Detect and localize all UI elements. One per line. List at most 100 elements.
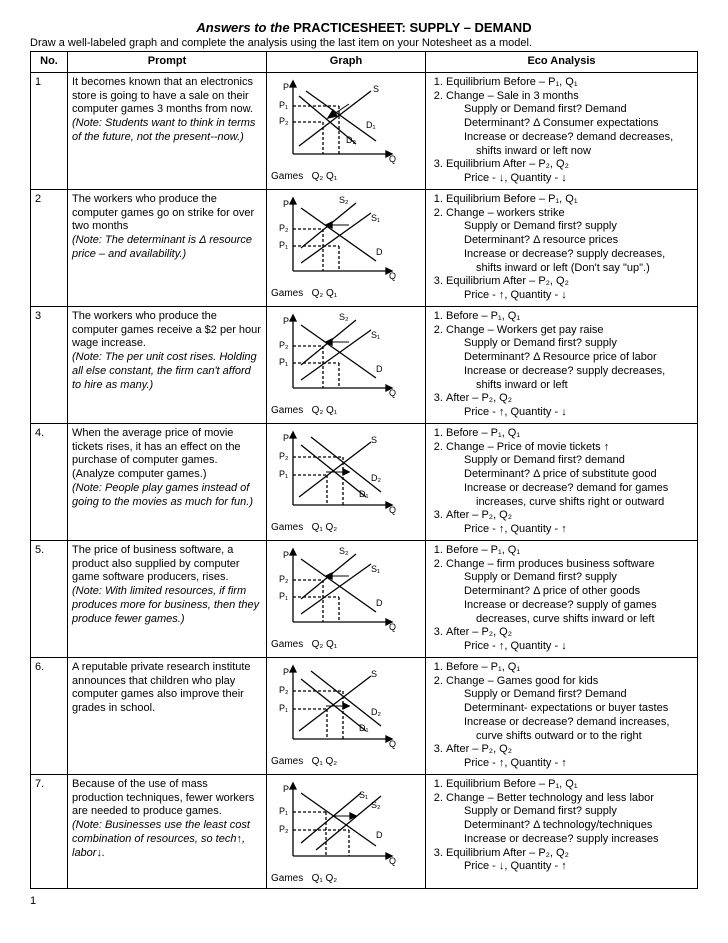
eco-cell: Equilibrium Before – P₁, Q₁Change – Bett… xyxy=(426,774,698,889)
eco-line: Before – P₁, Q₁ xyxy=(446,310,693,324)
svg-text:D₁: D₁ xyxy=(359,489,369,499)
eco-sub: shifts inward or left (Don't say "up".) xyxy=(446,262,693,276)
table-row: 2The workers who produce the computer ga… xyxy=(31,189,698,306)
svg-text:S₂: S₂ xyxy=(339,312,349,322)
svg-text:P: P xyxy=(283,550,289,560)
eco-cell: Equilibrium Before – P₁, Q₁Change – Sale… xyxy=(426,72,698,189)
svg-text:D: D xyxy=(376,598,383,608)
eco-cell: Before – P₁, Q₁Change – Price of movie t… xyxy=(426,423,698,540)
svg-text:S: S xyxy=(373,84,379,94)
graph-xlabel: Games Q₂ Q₁ xyxy=(271,171,421,184)
eco-sub: curve shifts outward or to the right xyxy=(446,730,693,744)
svg-text:P: P xyxy=(283,82,289,92)
svg-text:S₁: S₁ xyxy=(371,213,380,223)
svg-text:D: D xyxy=(376,247,383,257)
svg-text:P₁: P₁ xyxy=(279,703,288,713)
prompt-cell: A reputable private research institute a… xyxy=(68,657,267,774)
graph-cell: P QD S₁ S₂ P₁ P₂ Games Q₁ Q₂ xyxy=(267,774,426,889)
prompt-main: Because of the use of mass production te… xyxy=(72,778,254,818)
table-row: 6.A reputable private research institute… xyxy=(31,657,698,774)
svg-text:P₁: P₁ xyxy=(279,357,288,367)
eco-line: After – P₂, Q₂Price - ↑, Quantity - ↑ xyxy=(446,509,693,537)
eco-line: Change – Games good for kidsSupply or De… xyxy=(446,675,693,744)
eco-sub: Increase or decrease? supply of games xyxy=(446,599,693,613)
svg-text:P: P xyxy=(283,784,289,794)
svg-text:D₂: D₂ xyxy=(371,707,381,717)
eco-sub: shifts inward or left now xyxy=(446,145,693,159)
eco-sub: Determinant? Δ price of substitute good xyxy=(446,468,693,482)
prompt-main: It becomes known that an electronics sto… xyxy=(72,76,253,116)
eco-sub: Increase or decrease? demand increases, xyxy=(446,716,693,730)
svg-text:P₂: P₂ xyxy=(279,685,289,695)
prompt-note: (Note: People play games instead of goin… xyxy=(72,482,253,508)
eco-sub: shifts inward or left xyxy=(446,379,693,393)
graph-xlabel: Games Q₂ Q₁ xyxy=(271,639,421,652)
svg-text:P₁: P₁ xyxy=(279,240,288,250)
eco-line: After – P₂, Q₂Price - ↑, Quantity - ↓ xyxy=(446,392,693,420)
graph-cell: P QD S₁ S₂ P₂ P₁ Games Q₂ Q₁ xyxy=(267,306,426,423)
graph-cell: P QS D₁ D₂ P₂ P₁ Games Q₁ Q₂ xyxy=(267,657,426,774)
row-number: 4. xyxy=(31,423,68,540)
row-number: 3 xyxy=(31,306,68,423)
eco-line: Equilibrium After – P₂, Q₂Price - ↓, Qua… xyxy=(446,847,693,875)
svg-text:P: P xyxy=(283,433,289,443)
title-italic: Answers to the xyxy=(196,20,289,35)
svg-text:S₁: S₁ xyxy=(371,564,380,574)
svg-text:P₂: P₂ xyxy=(279,451,289,461)
svg-text:P₂: P₂ xyxy=(279,574,289,584)
eco-line: Equilibrium After – P₂, Q₂Price - ↓, Qua… xyxy=(446,158,693,186)
svg-text:D₂: D₂ xyxy=(371,473,381,483)
eco-sub: Increase or decrease? supply decreases, xyxy=(446,248,693,262)
eco-cell: Equilibrium Before – P₁, Q₁Change – work… xyxy=(426,189,698,306)
svg-text:P: P xyxy=(283,316,289,326)
graph-xlabel: Games Q₂ Q₁ xyxy=(271,405,421,418)
eco-line: After – P₂, Q₂Price - ↑, Quantity - ↑ xyxy=(446,743,693,771)
prompt-note: (Note: With limited resources, if firm p… xyxy=(72,585,259,625)
svg-text:Q: Q xyxy=(389,622,396,632)
table-row: 1It becomes known that an electronics st… xyxy=(31,72,698,189)
svg-text:P₂: P₂ xyxy=(279,340,289,350)
graph-cell: P QS D₁ D₂ P₁ P₂ Games Q₂ Q₁ xyxy=(267,72,426,189)
header-graph: Graph xyxy=(267,52,426,73)
row-number: 7. xyxy=(31,774,68,889)
eco-sub: Price - ↑, Quantity - ↓ xyxy=(446,289,693,303)
prompt-note: (Note: Businesses use the least cost com… xyxy=(72,819,250,859)
graph-cell: P QD S₁ S₂ P₂ P₁ Games Q₂ Q₁ xyxy=(267,189,426,306)
eco-line: Equilibrium Before – P₁, Q₁ xyxy=(446,193,693,207)
eco-sub: Increase or decrease? supply increases xyxy=(446,833,693,847)
prompt-note: (Note: The per unit cost rises. Holding … xyxy=(72,351,257,391)
eco-sub: Price - ↑, Quantity - ↑ xyxy=(446,757,693,771)
eco-sub: Supply or Demand first? demand xyxy=(446,454,693,468)
eco-cell: Before – P₁, Q₁Change – Workers get pay … xyxy=(426,306,698,423)
eco-cell: Before – P₁, Q₁Change – firm produces bu… xyxy=(426,540,698,657)
prompt-cell: Because of the use of mass production te… xyxy=(68,774,267,889)
graph-xlabel: Games Q₁ Q₂ xyxy=(271,756,421,769)
svg-text:D₁: D₁ xyxy=(366,120,376,130)
row-number: 5. xyxy=(31,540,68,657)
eco-sub: Determinant? Δ price of other goods xyxy=(446,585,693,599)
svg-text:Q: Q xyxy=(389,856,396,866)
eco-sub: Supply or Demand first? supply xyxy=(446,571,693,585)
eco-sub: Determinant? Δ technology/techniques xyxy=(446,819,693,833)
title-bold: PRACTICESHEET: SUPPLY – DEMAND xyxy=(293,20,531,35)
eco-line: Before – P₁, Q₁ xyxy=(446,544,693,558)
eco-line: Change – Workers get pay raiseSupply or … xyxy=(446,324,693,393)
prompt-main: The workers who produce the computer gam… xyxy=(72,193,254,233)
svg-text:D: D xyxy=(376,830,383,840)
svg-text:P₁: P₁ xyxy=(279,591,288,601)
row-number: 1 xyxy=(31,72,68,189)
svg-text:Q: Q xyxy=(389,271,396,281)
header-eco: Eco Analysis xyxy=(426,52,698,73)
eco-sub: Price - ↑, Quantity - ↓ xyxy=(446,640,693,654)
prompt-note: (Note: Students want to think in terms o… xyxy=(72,117,255,143)
svg-text:P₂: P₂ xyxy=(279,116,289,126)
eco-sub: Supply or Demand first? supply xyxy=(446,337,693,351)
header-prompt: Prompt xyxy=(68,52,267,73)
eco-sub: Supply or Demand first? Demand xyxy=(446,688,693,702)
svg-text:S₁: S₁ xyxy=(359,790,368,800)
svg-text:Q: Q xyxy=(389,505,396,515)
prompt-cell: When the average price of movie tickets … xyxy=(68,423,267,540)
prompt-cell: The price of business software, a produc… xyxy=(68,540,267,657)
eco-line: Equilibrium Before – P₁, Q₁ xyxy=(446,76,693,90)
svg-text:D₂: D₂ xyxy=(346,135,356,145)
